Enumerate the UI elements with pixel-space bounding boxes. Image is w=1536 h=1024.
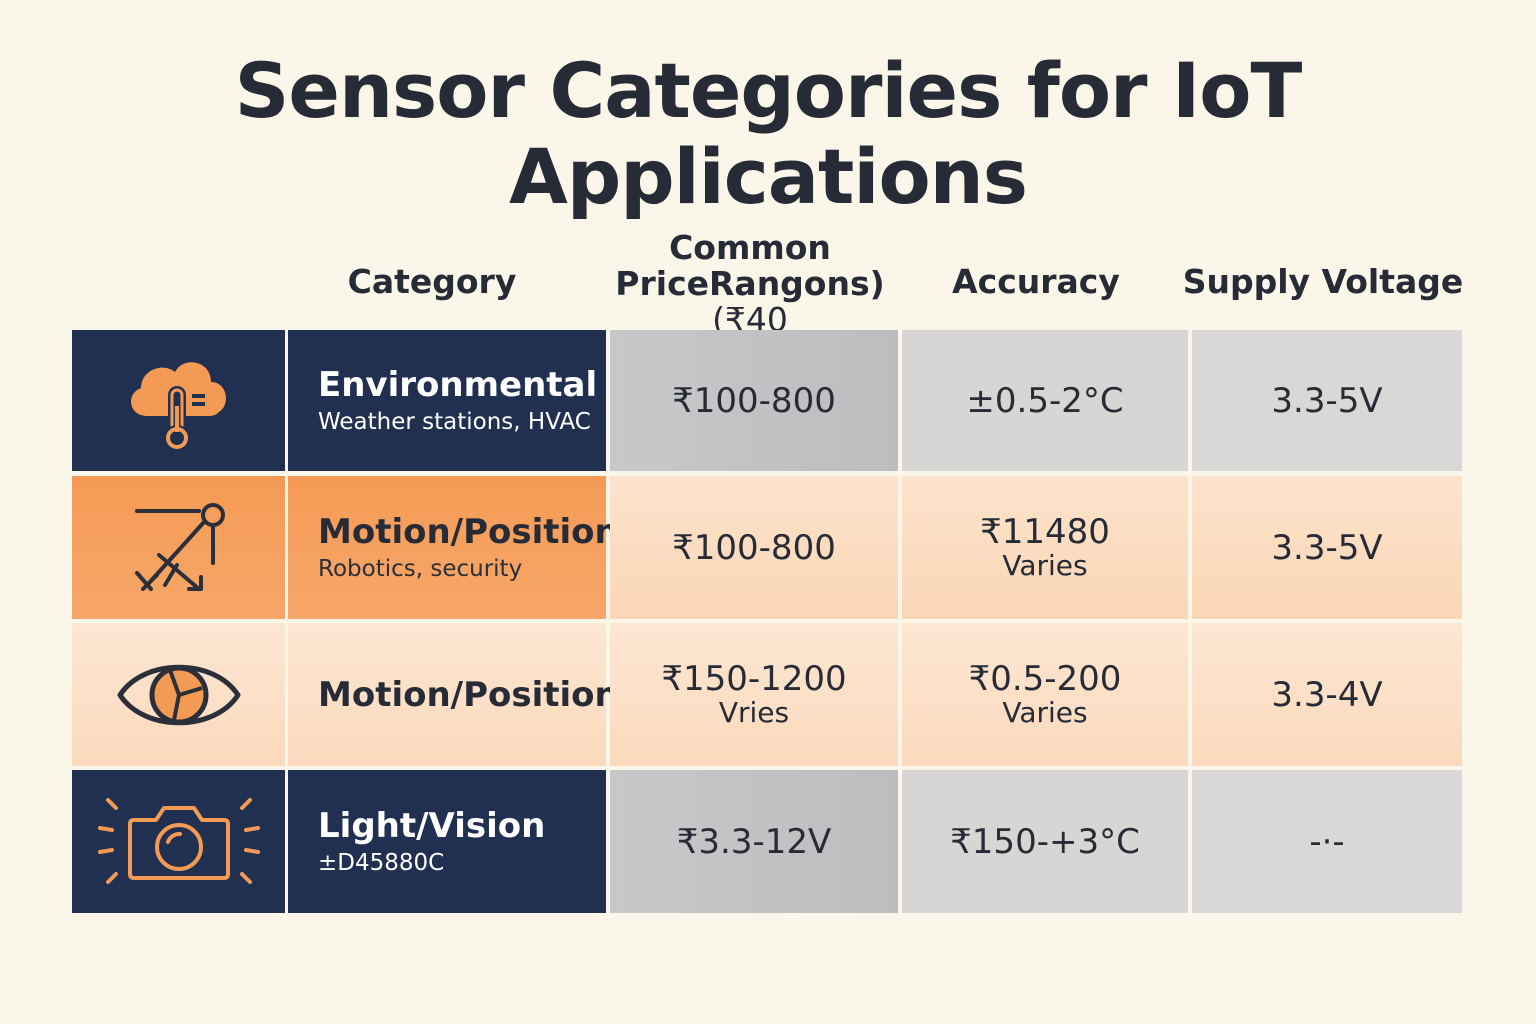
accuracy-value: ±0.5-2°C xyxy=(966,380,1124,421)
accuracy-value: ₹0.5-200 xyxy=(968,658,1122,699)
row-1-price: ₹100-800 xyxy=(610,330,898,471)
row-1-voltage: 3.3-5V xyxy=(1192,330,1462,471)
title-line-2: Applications xyxy=(509,132,1028,221)
price-value: ₹150-1200 xyxy=(661,658,847,699)
accuracy-value: ₹11480 xyxy=(980,511,1110,552)
header-voltage: Supply Voltage xyxy=(1180,264,1466,300)
row-2-accuracy: ₹11480 Varies xyxy=(902,476,1188,619)
title-line-1: Sensor Categories for IoT xyxy=(234,46,1303,135)
category-description: Robotics, security xyxy=(318,555,523,582)
row-2-price: ₹100-800 xyxy=(610,476,898,619)
voltage-value: 3.3-4V xyxy=(1271,674,1383,715)
header-accuracy-label: Accuracy xyxy=(952,262,1120,301)
row-3-category: Motion/Position xyxy=(288,623,619,766)
header-price-line-1: Common xyxy=(669,228,831,267)
row-3-icon-cell xyxy=(72,623,285,766)
row-4-accuracy: ₹150-+3°C xyxy=(902,770,1188,913)
page-title: Sensor Categories for IoT Applications xyxy=(0,48,1536,220)
price-value: ₹100-800 xyxy=(672,527,836,568)
header-price-line-2: PriceRangons) xyxy=(615,264,885,303)
accuracy-note: Varies xyxy=(1002,695,1088,729)
cloud-thermometer-icon xyxy=(130,361,226,451)
camera-icon xyxy=(97,797,260,884)
category-description: Weather stations, HVAC xyxy=(318,408,591,435)
header-accuracy: Accuracy xyxy=(900,264,1172,300)
row-4-category: Light/Vision ±D45880C xyxy=(288,770,606,913)
category-name: Environmental xyxy=(318,364,598,405)
voltage-value: 3.3-5V xyxy=(1271,527,1383,568)
row-4-icon-cell xyxy=(72,770,285,913)
row-2-icon-cell xyxy=(72,476,285,619)
motion-arrows-icon xyxy=(134,502,225,591)
category-name: Light/Vision xyxy=(318,805,546,846)
row-1-accuracy: ±0.5-2°C xyxy=(902,330,1188,471)
row-4-price: ₹3.3-12V xyxy=(610,770,898,913)
category-description: ±D45880C xyxy=(318,849,445,876)
row-2-category: Motion/Position Robotics, security xyxy=(288,476,619,619)
category-name: Motion/Position xyxy=(318,674,619,715)
row-1-category: Environmental Weather stations, HVAC xyxy=(288,330,606,471)
accuracy-value: ₹150-+3°C xyxy=(950,821,1140,862)
row-2-voltage: 3.3-5V xyxy=(1192,476,1462,619)
price-value: ₹100-800 xyxy=(672,380,836,421)
row-4-voltage: -·- xyxy=(1192,770,1462,913)
header-price: Common PriceRangons) (₹40 xyxy=(600,230,900,338)
price-value: ₹3.3-12V xyxy=(676,821,832,862)
voltage-value: 3.3-5V xyxy=(1271,380,1383,421)
voltage-value: -·- xyxy=(1309,821,1345,862)
header-category-label: Category xyxy=(347,262,517,301)
row-3-price: ₹150-1200 Vries xyxy=(610,623,898,766)
row-1-icon-cell xyxy=(72,330,285,471)
header-category: Category xyxy=(290,264,574,300)
category-name: Motion/Position xyxy=(318,511,619,552)
header-voltage-label: Supply Voltage xyxy=(1182,262,1464,301)
row-3-accuracy: ₹0.5-200 Varies xyxy=(902,623,1188,766)
accuracy-note: Varies xyxy=(1002,548,1088,582)
row-3-voltage: 3.3-4V xyxy=(1192,623,1462,766)
price-note: Vries xyxy=(718,695,790,729)
eye-icon xyxy=(117,664,240,725)
